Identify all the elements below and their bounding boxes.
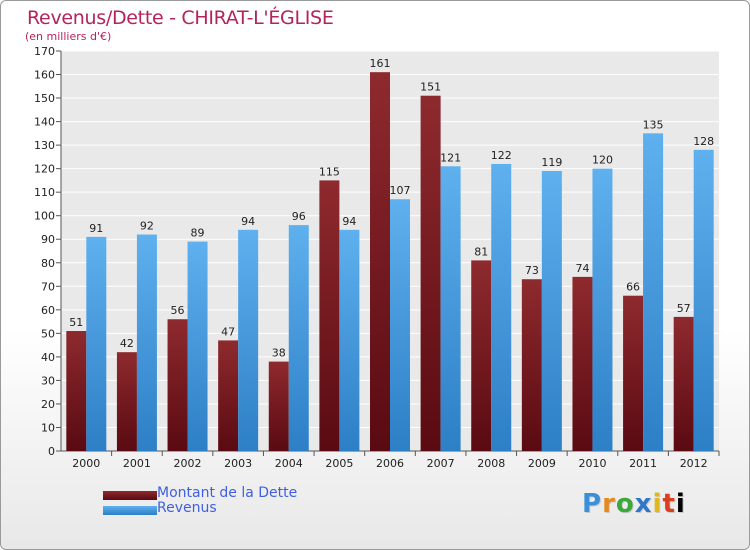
x-tick-label: 2009	[528, 457, 556, 470]
bar-revenus	[136, 234, 157, 451]
data-label-debt: 51	[69, 316, 83, 329]
bar-revenus	[187, 241, 208, 451]
data-label-revenus: 121	[440, 151, 461, 164]
data-label-revenus: 135	[643, 118, 664, 131]
x-tick-label: 2001	[123, 457, 151, 470]
legend-label-revenus: Revenus	[157, 500, 217, 516]
bar-debt	[319, 180, 340, 452]
data-label-debt: 161	[370, 57, 391, 70]
bar-debt	[521, 279, 542, 451]
bar-debt	[268, 361, 289, 451]
y-tick-label: 20	[41, 398, 55, 411]
data-label-revenus: 128	[693, 135, 714, 148]
bar-revenus	[288, 225, 309, 451]
bar-debt	[572, 276, 593, 451]
bar-debt	[116, 352, 137, 451]
x-tick-label: 2007	[427, 457, 455, 470]
x-tick-label: 2000	[72, 457, 100, 470]
x-tick-label: 2011	[629, 457, 657, 470]
data-label-revenus: 107	[390, 184, 411, 197]
x-tick-label: 2010	[578, 457, 606, 470]
data-label-debt: 56	[171, 304, 185, 317]
bar-debt	[370, 72, 390, 452]
y-tick-label: 40	[41, 351, 55, 364]
bar-revenus	[491, 163, 512, 452]
y-tick-label: 160	[34, 69, 55, 82]
data-label-revenus: 119	[541, 156, 562, 169]
y-tick-label: 60	[41, 304, 55, 317]
bar-revenus	[339, 229, 360, 451]
data-label-revenus: 89	[191, 227, 205, 240]
data-label-debt: 115	[319, 165, 340, 178]
data-label-debt: 66	[626, 281, 640, 294]
bar-debt	[420, 95, 441, 452]
data-label-revenus: 91	[89, 222, 103, 235]
y-tick-label: 140	[34, 116, 55, 129]
bar-revenus	[643, 133, 664, 451]
bar-revenus	[541, 171, 562, 451]
y-tick-label: 70	[41, 280, 55, 293]
data-label-revenus: 94	[342, 215, 356, 228]
bar-debt	[673, 316, 694, 451]
x-tick-label: 2003	[224, 457, 252, 470]
bar-revenus	[592, 168, 613, 451]
bar-revenus	[440, 166, 461, 451]
y-tick-label: 10	[41, 421, 55, 434]
y-tick-label: 100	[34, 210, 55, 223]
x-tick-label: 2005	[325, 457, 353, 470]
y-tick-label: 80	[41, 257, 55, 270]
x-tick-label: 2008	[477, 457, 505, 470]
data-label-revenus: 92	[140, 220, 154, 233]
data-label-debt: 73	[525, 264, 539, 277]
bar-revenus	[390, 199, 410, 451]
legend-swatch-revenus	[103, 506, 157, 515]
y-tick-label: 110	[34, 186, 55, 199]
y-tick-label: 0	[48, 445, 55, 458]
proxiti-logo: Proxiti	[582, 489, 686, 519]
x-tick-label: 2002	[174, 457, 202, 470]
bar-debt	[218, 340, 239, 451]
data-label-debt: 74	[575, 262, 589, 275]
x-tick-label: 2004	[275, 457, 303, 470]
bar-debt	[66, 331, 87, 451]
data-label-debt: 151	[420, 81, 441, 94]
y-tick-label: 30	[41, 374, 55, 387]
bar-revenus	[86, 236, 107, 451]
bar-revenus	[693, 149, 714, 451]
data-label-debt: 42	[120, 337, 134, 350]
y-tick-label: 130	[34, 139, 55, 152]
bar-debt	[623, 295, 644, 451]
data-label-revenus: 122	[491, 149, 512, 162]
data-label-revenus: 96	[292, 210, 306, 223]
x-tick-label: 2012	[680, 457, 708, 470]
legend-label-debt: Montant de la Dette	[157, 485, 298, 501]
data-label-revenus: 120	[592, 154, 613, 167]
bar-revenus	[238, 229, 259, 451]
data-label-debt: 81	[474, 245, 488, 258]
y-tick-label: 50	[41, 327, 55, 340]
y-tick-label: 120	[34, 163, 55, 176]
data-label-debt: 57	[677, 302, 691, 315]
data-label-debt: 47	[221, 325, 235, 338]
legend-swatch-debt	[103, 491, 157, 500]
y-tick-label: 170	[34, 45, 55, 58]
data-label-debt: 38	[272, 347, 286, 360]
chart-subtitle: (en milliers d'€)	[25, 30, 112, 43]
y-tick-label: 150	[34, 92, 55, 105]
data-label-revenus: 94	[241, 215, 255, 228]
x-tick-label: 2006	[376, 457, 404, 470]
chart-title: Revenus/Dette - CHIRAT-L'ÉGLISE	[27, 7, 334, 29]
y-tick-label: 90	[41, 233, 55, 246]
bar-debt	[167, 319, 188, 451]
bar-debt	[471, 260, 492, 451]
